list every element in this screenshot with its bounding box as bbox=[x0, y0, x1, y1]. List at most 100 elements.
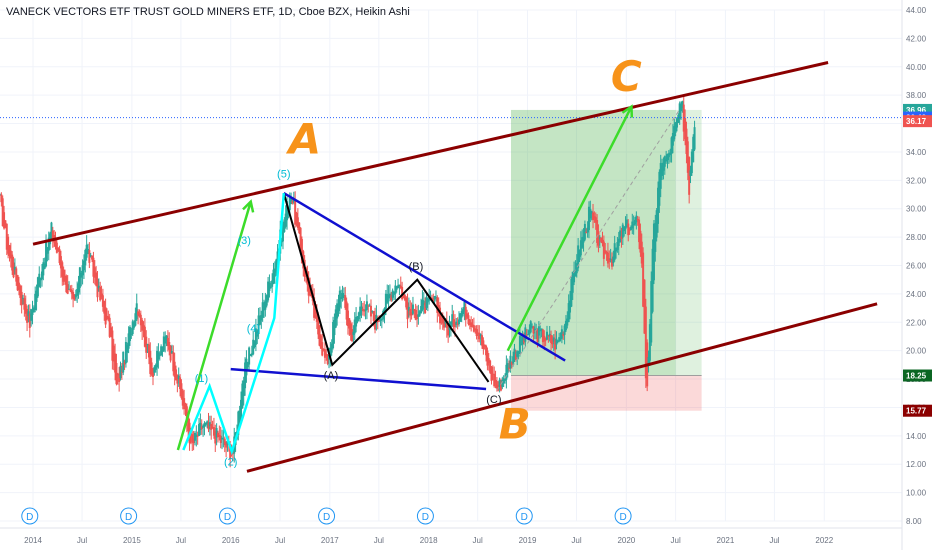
candle-body bbox=[451, 314, 454, 325]
candle-body bbox=[179, 377, 182, 390]
candle-body bbox=[372, 311, 375, 321]
candle-body bbox=[552, 337, 555, 342]
candle-body bbox=[453, 322, 456, 328]
candle-body bbox=[150, 362, 153, 375]
candle-body bbox=[365, 301, 368, 310]
candle-body bbox=[459, 313, 462, 322]
candle-body bbox=[421, 299, 424, 310]
candle-body bbox=[325, 353, 328, 357]
candle-body bbox=[498, 379, 501, 388]
candle-body bbox=[634, 219, 637, 225]
candle-body bbox=[168, 341, 171, 350]
dividend-marker-label: D bbox=[125, 512, 132, 523]
candle-body bbox=[70, 290, 73, 294]
candle-body bbox=[260, 315, 263, 321]
dividend-marker-label: D bbox=[323, 512, 330, 523]
candle-body bbox=[39, 278, 42, 281]
price-label: 15.77 bbox=[906, 407, 927, 416]
candle-body bbox=[348, 318, 351, 329]
candle-body bbox=[31, 310, 34, 316]
candle-body bbox=[59, 256, 62, 269]
candle-body bbox=[629, 226, 632, 231]
candle-body bbox=[650, 281, 653, 343]
wave-label: (B) bbox=[409, 261, 424, 273]
wave-label: (2) bbox=[224, 457, 237, 469]
candle-body bbox=[386, 294, 389, 303]
candle-body bbox=[468, 319, 471, 325]
candle-body bbox=[369, 305, 372, 317]
candle-body bbox=[154, 364, 157, 370]
candle-body bbox=[405, 297, 408, 308]
candle-body bbox=[145, 336, 148, 353]
candle-body bbox=[403, 294, 406, 300]
candle-body bbox=[165, 335, 168, 341]
x-tick-label: Jul bbox=[275, 536, 285, 545]
candle-body bbox=[420, 306, 423, 314]
candle-body bbox=[133, 323, 136, 328]
candle-body bbox=[554, 339, 557, 350]
candle-body bbox=[322, 348, 325, 350]
candle-body bbox=[286, 201, 289, 221]
candle-body bbox=[158, 354, 161, 356]
candle-body bbox=[555, 338, 558, 345]
candle-body bbox=[244, 362, 247, 389]
dividend-marker bbox=[614, 507, 632, 525]
candle-body bbox=[536, 329, 539, 342]
candle-body bbox=[414, 309, 417, 320]
candle-body bbox=[296, 217, 299, 228]
candle-body bbox=[476, 332, 479, 334]
y-tick-label: 34.00 bbox=[906, 148, 927, 157]
candle-body bbox=[460, 310, 463, 318]
candle-body bbox=[685, 128, 688, 154]
candle-body bbox=[670, 137, 673, 154]
candle-body bbox=[550, 334, 553, 343]
candle-body bbox=[131, 321, 134, 334]
candle-body bbox=[482, 340, 485, 350]
candle-body bbox=[137, 311, 140, 316]
dividend-marker bbox=[120, 507, 138, 525]
candle-body bbox=[489, 360, 492, 373]
wedge-upper-line bbox=[283, 192, 566, 362]
candle-body bbox=[50, 222, 53, 239]
candle-body bbox=[663, 156, 666, 167]
abc-correction-path bbox=[282, 192, 490, 383]
candle-body bbox=[364, 309, 367, 311]
candle-body bbox=[684, 118, 687, 140]
candle-body bbox=[107, 316, 110, 320]
candle-body bbox=[609, 258, 612, 261]
y-tick-label: 12.00 bbox=[906, 460, 927, 469]
candle-body bbox=[543, 335, 546, 342]
candle-body bbox=[605, 251, 608, 254]
x-tick-label: 2017 bbox=[321, 536, 339, 545]
candle-body bbox=[32, 307, 35, 313]
candle-body bbox=[627, 223, 630, 236]
candle-body bbox=[242, 380, 245, 397]
candle-body bbox=[111, 330, 114, 361]
candle-body bbox=[124, 341, 127, 364]
candle-body bbox=[63, 275, 66, 277]
x-tick-label: Jul bbox=[176, 536, 186, 545]
candle-body bbox=[333, 320, 336, 336]
candle-body bbox=[470, 322, 473, 327]
candle-body bbox=[345, 301, 348, 320]
candle-body bbox=[275, 259, 278, 273]
candle-body bbox=[9, 250, 12, 259]
candle-body bbox=[541, 329, 544, 343]
candle-body bbox=[183, 398, 186, 410]
candle-body bbox=[516, 351, 519, 357]
candle-body bbox=[471, 324, 474, 326]
candle-body bbox=[517, 351, 520, 355]
candle-body bbox=[250, 353, 253, 356]
candle-body bbox=[253, 342, 256, 348]
candle-body bbox=[231, 453, 234, 455]
candle-body bbox=[485, 345, 488, 356]
candle-body bbox=[34, 293, 37, 310]
x-tick-label: Jul bbox=[374, 536, 384, 545]
candle-body bbox=[203, 422, 206, 427]
candle-body bbox=[464, 306, 467, 320]
candle-body bbox=[600, 237, 603, 242]
candle-body bbox=[342, 294, 345, 296]
candle-body bbox=[596, 220, 599, 243]
candle-body bbox=[678, 103, 681, 119]
